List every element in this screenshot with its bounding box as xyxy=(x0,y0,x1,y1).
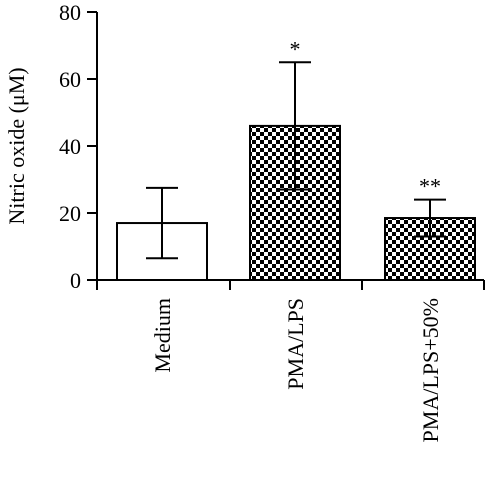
x-tick-label: Medium xyxy=(150,298,175,373)
y-tick-label: 40 xyxy=(59,134,81,159)
y-tick-label: 20 xyxy=(59,201,81,226)
y-axis-label: Nitric oxide (μM) xyxy=(4,67,29,224)
significance-label: * xyxy=(290,36,301,61)
y-tick-label: 80 xyxy=(59,0,81,25)
bars: *** xyxy=(116,36,476,282)
y-tick-label: 0 xyxy=(70,268,81,293)
x-axis xyxy=(96,279,485,290)
x-tick-labels: Medium PMA/LPS PMA/LPS+50% xyxy=(150,298,443,442)
x-tick-label: PMA/LPS+50% xyxy=(418,298,443,442)
y-tick-label: 60 xyxy=(59,67,81,92)
y-axis: 0 20 40 60 80 xyxy=(59,0,98,293)
x-tick-label: PMA/LPS xyxy=(283,298,308,390)
significance-label: ** xyxy=(419,174,441,199)
